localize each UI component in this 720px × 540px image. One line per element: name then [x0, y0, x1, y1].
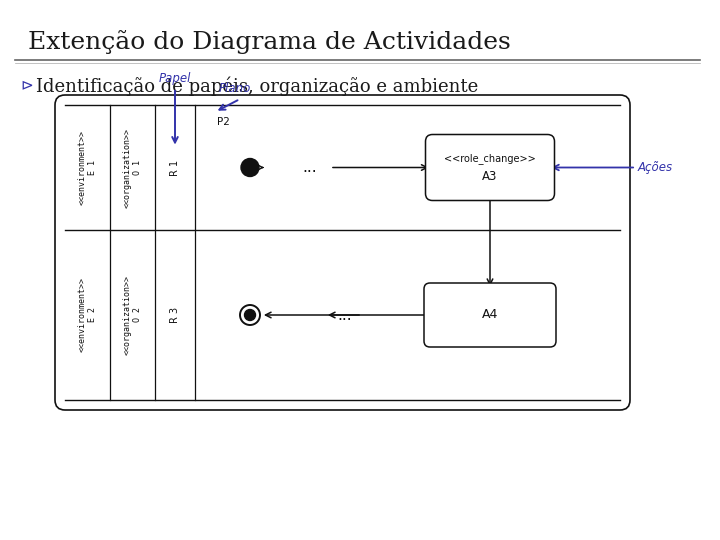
FancyBboxPatch shape [424, 283, 556, 347]
Text: <<organization>>
O 1: <<organization>> O 1 [123, 127, 142, 207]
Circle shape [240, 305, 260, 325]
Text: ⊳: ⊳ [20, 77, 32, 92]
Text: A4: A4 [482, 308, 498, 321]
Text: <<environment>>
E 1: <<environment>> E 1 [78, 130, 97, 205]
Text: Ações: Ações [638, 161, 673, 174]
Text: Papel: Papel [159, 72, 192, 85]
Text: Extenção do Diagrama de Actividades: Extenção do Diagrama de Actividades [28, 30, 510, 54]
FancyBboxPatch shape [426, 134, 554, 200]
Text: Plano: Plano [219, 82, 251, 95]
Text: R 1: R 1 [170, 159, 180, 176]
Circle shape [241, 159, 259, 177]
Text: ...: ... [302, 160, 318, 175]
Text: <<environment>>
E 2: <<environment>> E 2 [78, 278, 97, 353]
Text: R 3: R 3 [170, 307, 180, 323]
Text: P2: P2 [217, 117, 230, 127]
Text: ...: ... [338, 307, 352, 322]
Text: A3: A3 [482, 170, 498, 183]
Text: <<organization>>
O 2: <<organization>> O 2 [123, 275, 142, 355]
Text: Identificação de papéis, organização e ambiente: Identificação de papéis, organização e a… [36, 77, 478, 97]
Circle shape [245, 309, 256, 321]
FancyBboxPatch shape [55, 95, 630, 410]
Text: <<role_change>>: <<role_change>> [444, 153, 536, 164]
